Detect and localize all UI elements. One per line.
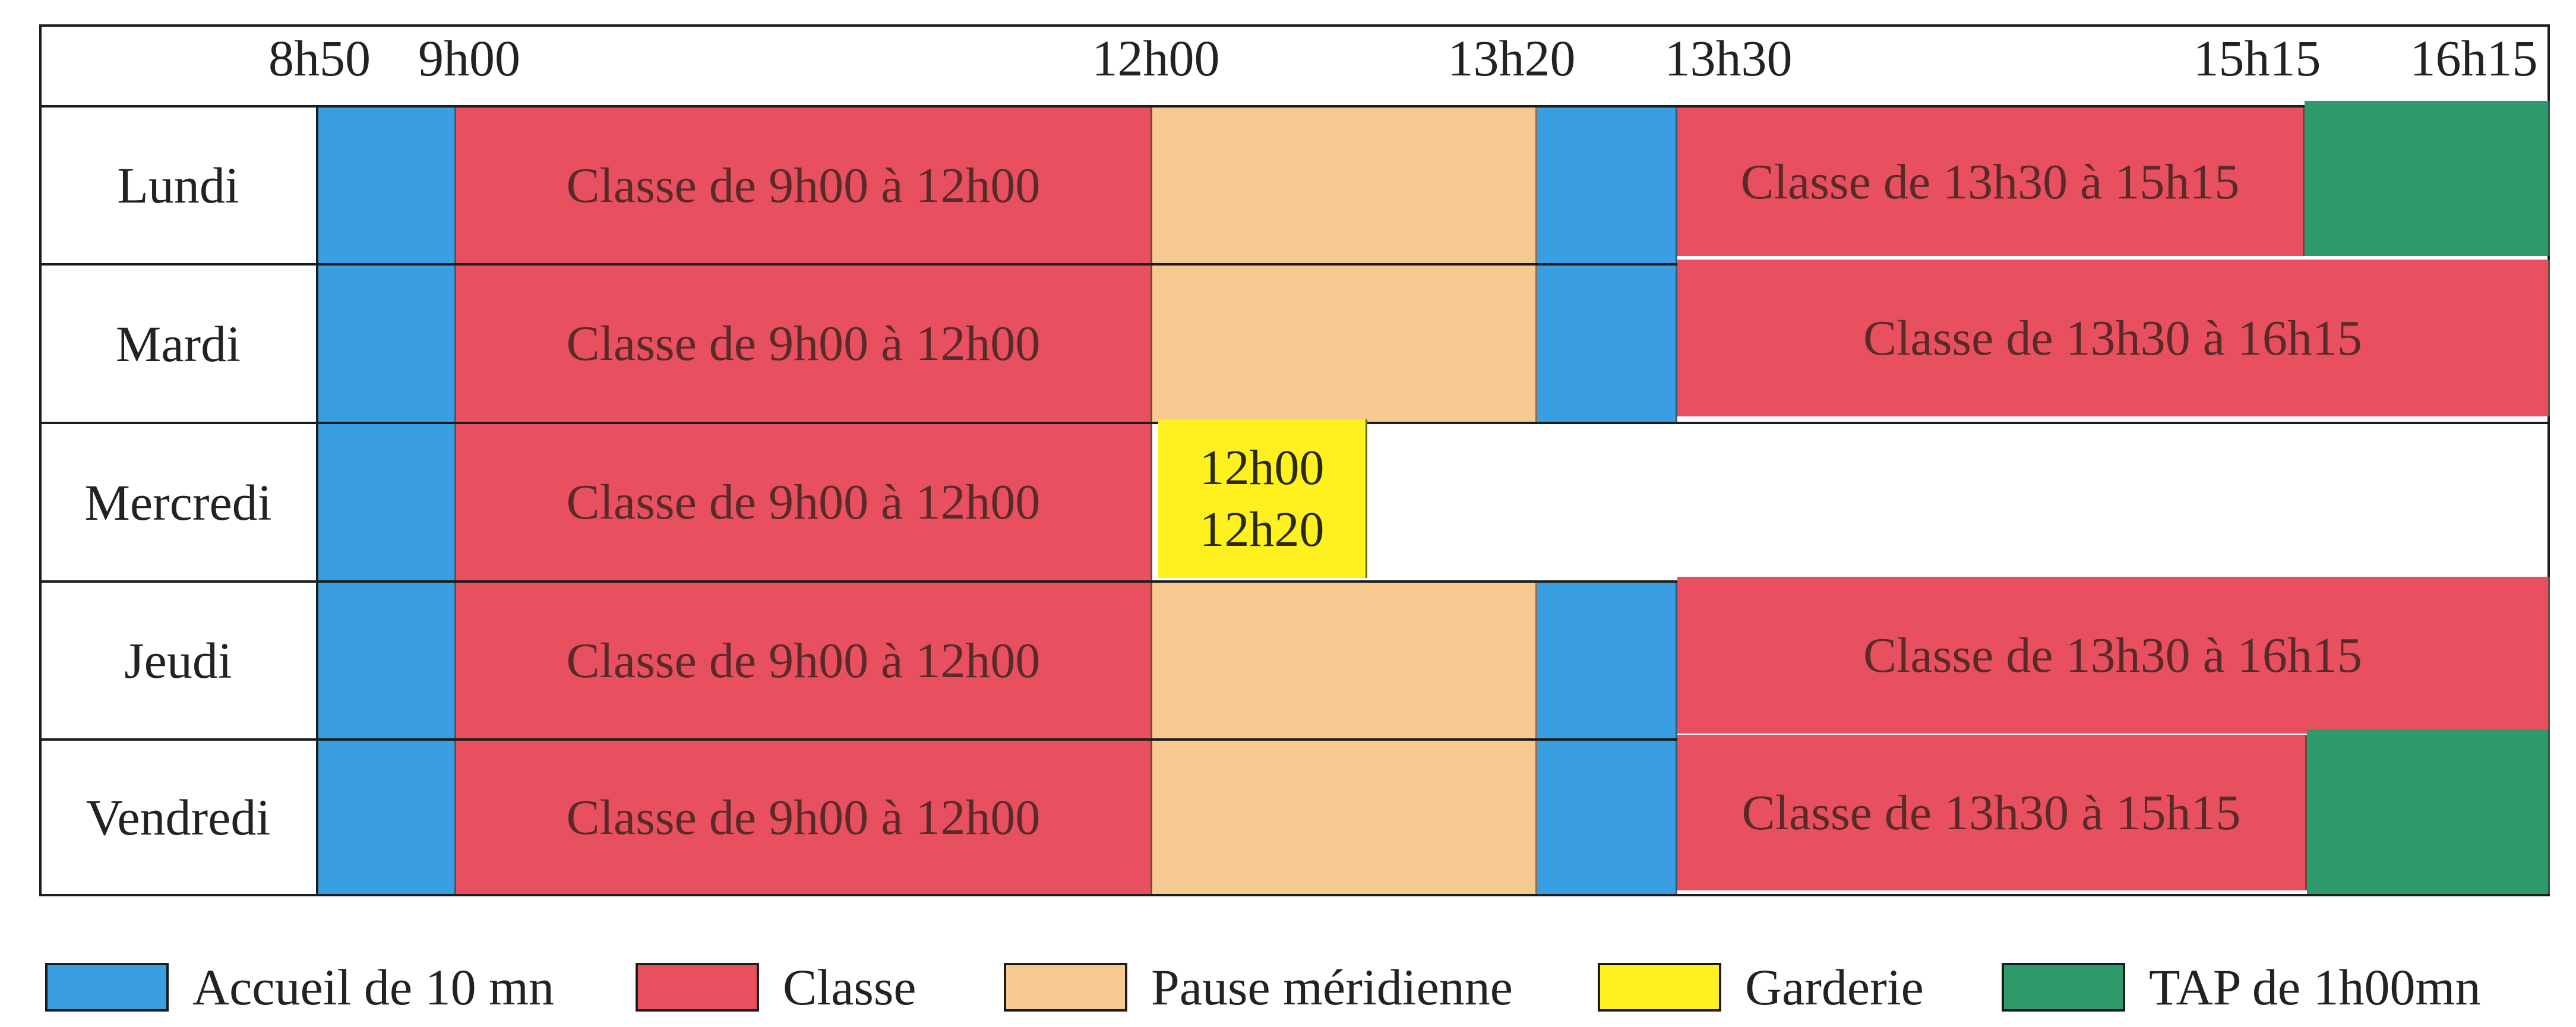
lunch-break-block xyxy=(1152,741,1537,894)
garderie-block: 12h00 12h20 xyxy=(1158,419,1367,578)
time-label: 12h00 xyxy=(1092,30,1220,87)
time-label: 15h15 xyxy=(2193,30,2321,87)
tap-block xyxy=(2305,101,2550,256)
legend-label: Garderie xyxy=(1745,959,1924,1016)
legend-item-accueil: Accueil de 10 mn xyxy=(45,959,554,1016)
day-label: Lundi xyxy=(117,157,239,214)
legend-swatch xyxy=(45,963,169,1012)
garderie-end: 12h20 xyxy=(1199,501,1325,557)
day-label: Vendredi xyxy=(86,789,271,846)
legend-label: Accueil de 10 mn xyxy=(192,959,554,1016)
accueil-block xyxy=(318,266,456,422)
accueil-block xyxy=(318,741,456,894)
class-block: Classe de 9h00 à 12h00 xyxy=(456,424,1152,580)
accueil-block xyxy=(318,424,456,580)
class-block: Classe de 9h00 à 12h00 xyxy=(456,741,1152,894)
legend-item-garderie: Garderie xyxy=(1598,959,1924,1016)
lunch-break-block xyxy=(1152,108,1537,263)
legend-item-classe: Classe xyxy=(636,959,916,1016)
time-label: 13h20 xyxy=(1447,30,1576,87)
accueil-block xyxy=(1537,741,1677,894)
lunch-break-block xyxy=(1152,583,1537,738)
class-block: Classe de 9h00 à 12h00 xyxy=(456,108,1152,263)
row-divider xyxy=(39,263,2550,266)
class-block: Classe de 9h00 à 12h00 xyxy=(456,266,1152,422)
lunch-break-block xyxy=(1152,266,1537,422)
day-column-divider xyxy=(316,105,318,896)
time-label: 8h50 xyxy=(268,30,371,87)
row-divider xyxy=(39,105,2550,108)
legend-swatch xyxy=(2002,963,2125,1012)
class-block: Classe de 9h00 à 12h00 xyxy=(456,583,1152,738)
legend-item-pause: Pause méridienne xyxy=(1004,959,1513,1016)
accueil-block xyxy=(318,583,456,738)
row-divider xyxy=(39,738,2550,741)
accueil-block xyxy=(1537,108,1677,263)
time-label: 9h00 xyxy=(418,30,520,87)
accueil-block xyxy=(1537,266,1677,422)
class-block: Classe de 13h30 à 16h15 xyxy=(1677,577,2550,734)
legend-label: Pause méridienne xyxy=(1151,959,1513,1016)
legend-item-tap: TAP de 1h00mn xyxy=(2002,959,2481,1016)
class-block: Classe de 13h30 à 15h15 xyxy=(1677,108,2305,256)
day-label: Jeudi xyxy=(124,632,232,689)
row-divider xyxy=(39,580,2550,583)
accueil-block xyxy=(1537,583,1677,738)
legend-swatch xyxy=(636,963,759,1012)
day-label: Mardi xyxy=(115,315,241,372)
class-block: Classe de 13h30 à 16h15 xyxy=(1677,260,2550,416)
day-label: Mercredi xyxy=(84,473,272,531)
time-label: 13h30 xyxy=(1664,30,1793,87)
legend-label: TAP de 1h00mn xyxy=(2149,959,2481,1016)
garderie-start: 12h00 xyxy=(1199,440,1325,495)
legend-swatch xyxy=(1004,963,1127,1012)
accueil-block xyxy=(318,108,456,263)
time-label: 16h15 xyxy=(2410,30,2538,87)
class-block: Classe de 13h30 à 15h15 xyxy=(1677,735,2307,890)
legend-swatch xyxy=(1598,963,1721,1012)
legend-label: Classe xyxy=(783,959,916,1016)
tap-block xyxy=(2307,729,2550,894)
